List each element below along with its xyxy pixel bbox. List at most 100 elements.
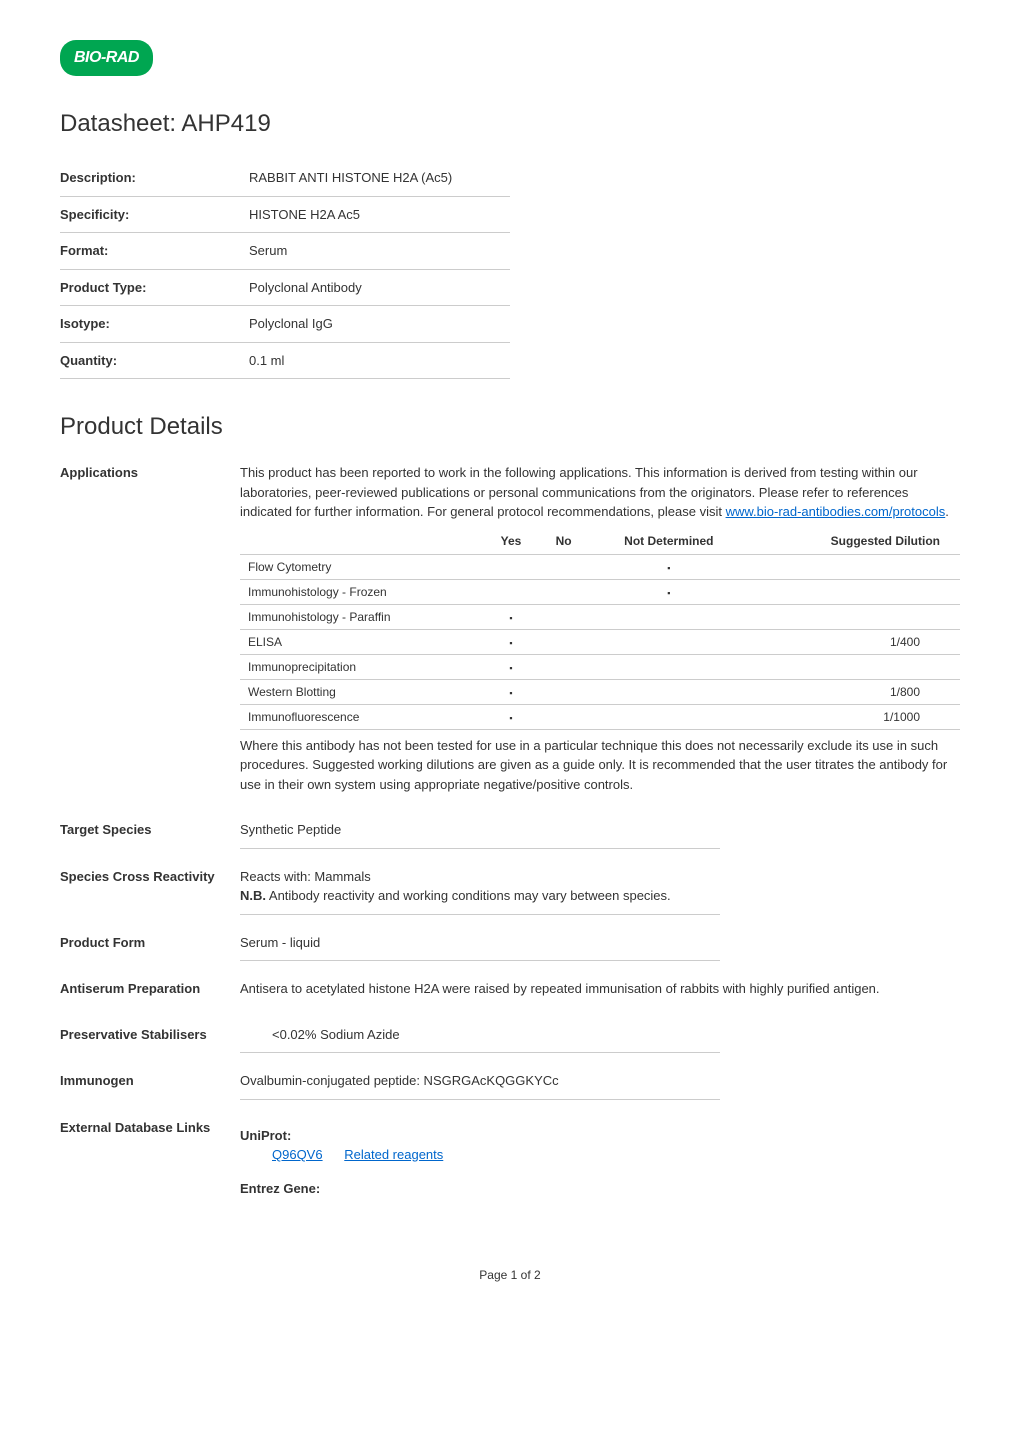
info-label: Format: <box>60 233 249 270</box>
cross-reactivity-line1: Reacts with: Mammals <box>240 867 720 887</box>
app-name-cell: Immunoprecipitation <box>240 654 483 679</box>
antiserum-prep-row: Antiserum Preparation Antisera to acetyl… <box>60 979 960 1007</box>
info-label: Quantity: <box>60 342 249 379</box>
preservative-label: Preservative Stabilisers <box>60 1025 240 1054</box>
info-label: Description: <box>60 160 249 196</box>
info-table-row: Format:Serum <box>60 233 510 270</box>
app-dilution-cell: 1/400 <box>750 629 960 654</box>
app-mark-cell <box>483 554 539 579</box>
app-table-header: No <box>539 528 588 555</box>
info-value: HISTONE H2A Ac5 <box>249 196 510 233</box>
app-table-header: Suggested Dilution <box>750 528 960 555</box>
applications-table: YesNoNot DeterminedSuggested Dilution Fl… <box>240 528 960 730</box>
uniprot-label: UniProt: <box>240 1128 291 1143</box>
app-mark-cell <box>588 604 749 629</box>
dot-icon <box>509 710 512 724</box>
app-dilution-cell: 1/800 <box>750 679 960 704</box>
applications-row: Applications This product has been repor… <box>60 463 960 802</box>
info-table-row: Quantity:0.1 ml <box>60 342 510 379</box>
app-mark-cell <box>483 579 539 604</box>
dot-icon <box>509 635 512 649</box>
external-db-label: External Database Links <box>60 1118 240 1207</box>
target-species-value: Synthetic Peptide <box>240 820 720 849</box>
app-mark-cell <box>539 579 588 604</box>
details-heading: Product Details <box>60 409 960 445</box>
app-mark-cell <box>483 629 539 654</box>
info-table-row: Specificity:HISTONE H2A Ac5 <box>60 196 510 233</box>
antiserum-prep-value: Antisera to acetylated histone H2A were … <box>240 979 960 1007</box>
product-form-row: Product Form Serum - liquid <box>60 933 960 962</box>
related-reagents-link[interactable]: Related reagents <box>344 1147 443 1162</box>
preservative-row: Preservative Stabilisers <0.02% Sodium A… <box>60 1025 960 1054</box>
app-name-cell: ELISA <box>240 629 483 654</box>
app-name-cell: Western Blotting <box>240 679 483 704</box>
info-label: Isotype: <box>60 306 249 343</box>
app-table-header: Not Determined <box>588 528 749 555</box>
app-dilution-cell: 1/1000 <box>750 704 960 729</box>
immunogen-label: Immunogen <box>60 1071 240 1100</box>
app-mark-cell <box>588 679 749 704</box>
app-name-cell: Immunohistology - Frozen <box>240 579 483 604</box>
uniprot-link[interactable]: Q96QV6 <box>272 1147 323 1162</box>
app-table-header <box>240 528 483 555</box>
applications-value: This product has been reported to work i… <box>240 463 960 802</box>
app-mark-cell <box>588 704 749 729</box>
app-mark-cell <box>588 554 749 579</box>
app-mark-cell <box>539 629 588 654</box>
info-label: Product Type: <box>60 269 249 306</box>
app-mark-cell <box>483 604 539 629</box>
app-table-header: Yes <box>483 528 539 555</box>
app-mark-cell <box>483 679 539 704</box>
app-dilution-cell <box>750 654 960 679</box>
app-mark-cell <box>483 704 539 729</box>
app-table-row: Western Blotting 1/800 <box>240 679 960 704</box>
app-table-row: Immunoprecipitation <box>240 654 960 679</box>
external-db-value: UniProt: Q96QV6 Related reagents Entrez … <box>240 1118 720 1207</box>
cross-reactivity-label: Species Cross Reactivity <box>60 867 240 915</box>
protocols-link[interactable]: www.bio-rad-antibodies.com/protocols <box>726 504 946 519</box>
info-table: Description:RABBIT ANTI HISTONE H2A (Ac5… <box>60 160 510 379</box>
app-mark-cell <box>539 554 588 579</box>
dot-icon <box>509 610 512 624</box>
preservative-text: <0.02% Sodium Azide <box>272 1025 720 1045</box>
cross-reactivity-nb: N.B. <box>240 888 266 903</box>
dot-icon <box>667 560 670 574</box>
app-name-cell: Immunofluorescence <box>240 704 483 729</box>
dot-icon <box>667 585 670 599</box>
app-table-row: Immunohistology - Frozen <box>240 579 960 604</box>
applications-intro-end: . <box>945 504 949 519</box>
immunogen-row: Immunogen Ovalbumin-conjugated peptide: … <box>60 1071 960 1100</box>
app-mark-cell <box>588 654 749 679</box>
info-value: Polyclonal IgG <box>249 306 510 343</box>
info-value: Polyclonal Antibody <box>249 269 510 306</box>
app-dilution-cell <box>750 579 960 604</box>
app-mark-cell <box>588 579 749 604</box>
app-table-row: Immunofluorescence 1/1000 <box>240 704 960 729</box>
uniprot-line: Q96QV6 Related reagents <box>272 1145 720 1165</box>
dot-icon <box>509 660 512 674</box>
app-dilution-cell <box>750 554 960 579</box>
cross-reactivity-value: Reacts with: Mammals N.B. Antibody react… <box>240 867 720 915</box>
brand-logo: BIO-RAD <box>60 40 153 76</box>
info-value: 0.1 ml <box>249 342 510 379</box>
immunogen-value: Ovalbumin-conjugated peptide: NSGRGAcKQG… <box>240 1071 720 1100</box>
app-mark-cell <box>539 704 588 729</box>
app-name-cell: Flow Cytometry <box>240 554 483 579</box>
product-form-label: Product Form <box>60 933 240 962</box>
info-table-row: Product Type:Polyclonal Antibody <box>60 269 510 306</box>
target-species-row: Target Species Synthetic Peptide <box>60 820 960 849</box>
app-name-cell: Immunohistology - Paraffin <box>240 604 483 629</box>
applications-footnote: Where this antibody has not been tested … <box>240 736 960 795</box>
antiserum-prep-label: Antiserum Preparation <box>60 979 240 1007</box>
applications-label: Applications <box>60 463 240 802</box>
external-db-row: External Database Links UniProt: Q96QV6 … <box>60 1118 960 1207</box>
app-table-row: Immunohistology - Paraffin <box>240 604 960 629</box>
cross-reactivity-row: Species Cross Reactivity Reacts with: Ma… <box>60 867 960 915</box>
target-species-label: Target Species <box>60 820 240 849</box>
page-title: Datasheet: AHP419 <box>60 106 960 142</box>
app-table-row: ELISA 1/400 <box>240 629 960 654</box>
preservative-value: <0.02% Sodium Azide <box>240 1025 720 1054</box>
info-value: RABBIT ANTI HISTONE H2A (Ac5) <box>249 160 510 196</box>
dot-icon <box>509 685 512 699</box>
app-dilution-cell <box>750 604 960 629</box>
